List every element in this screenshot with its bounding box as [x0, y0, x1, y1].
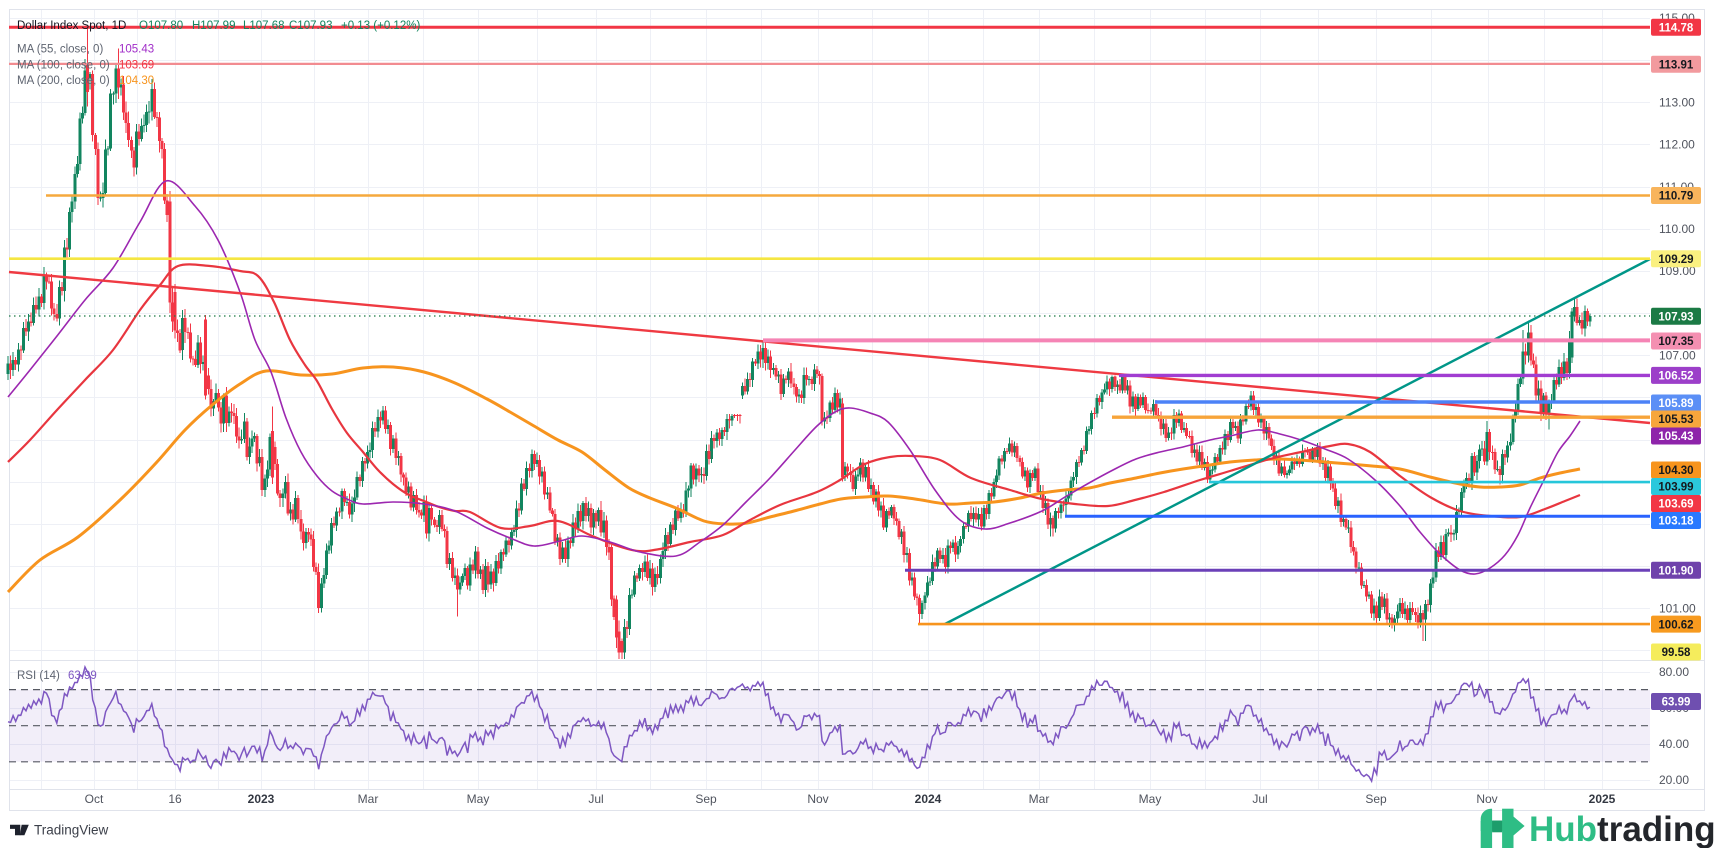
svg-text:L107.68: L107.68	[243, 20, 285, 32]
svg-text:103.18: 103.18	[1658, 516, 1694, 528]
svg-text:101.90: 101.90	[1658, 565, 1693, 577]
svg-text:80.00: 80.00	[1659, 665, 1689, 679]
svg-text:Nov: Nov	[1476, 792, 1497, 806]
svg-text:105.53: 105.53	[1658, 414, 1693, 426]
svg-text:Oct: Oct	[85, 792, 104, 806]
svg-text:MA (55, close, 0): MA (55, close, 0)	[17, 44, 103, 56]
svg-text:May: May	[467, 792, 490, 806]
svg-text:63.99: 63.99	[68, 670, 97, 682]
svg-text:Nov: Nov	[807, 792, 828, 806]
svg-text:105.89: 105.89	[1658, 398, 1693, 410]
svg-text:20.00: 20.00	[1659, 773, 1689, 787]
svg-text:MA (100, close, 0): MA (100, close, 0)	[17, 59, 110, 71]
svg-text:106.52: 106.52	[1658, 371, 1693, 383]
svg-text:103.99: 103.99	[1658, 482, 1693, 494]
svg-text:104.30: 104.30	[119, 75, 154, 87]
svg-text:99.58: 99.58	[1662, 647, 1691, 659]
svg-text:107.00: 107.00	[1659, 348, 1696, 362]
svg-text:105.43: 105.43	[1658, 431, 1693, 443]
svg-text:2023: 2023	[248, 792, 275, 806]
svg-text:113.00: 113.00	[1659, 96, 1695, 110]
svg-text:107.93: 107.93	[1658, 312, 1693, 324]
svg-text:103.69: 103.69	[119, 59, 154, 71]
svg-text:TradingView: TradingView	[34, 823, 109, 838]
svg-text:107.35: 107.35	[1658, 336, 1694, 348]
svg-text:109.29: 109.29	[1658, 254, 1693, 266]
svg-text:Sep: Sep	[1365, 792, 1387, 806]
svg-text:109.00: 109.00	[1659, 264, 1696, 278]
svg-text:Mar: Mar	[1029, 792, 1050, 806]
svg-text:RSI (14): RSI (14)	[17, 670, 60, 682]
svg-text:103.69: 103.69	[1658, 499, 1693, 511]
svg-text:May: May	[1139, 792, 1162, 806]
svg-text:63.99: 63.99	[1662, 697, 1691, 709]
svg-text:Jul: Jul	[588, 792, 603, 806]
svg-text:110.79: 110.79	[1659, 191, 1694, 203]
svg-text:16: 16	[168, 792, 182, 806]
svg-text:2025: 2025	[1589, 792, 1616, 806]
svg-text:MA (200, close, 0): MA (200, close, 0)	[17, 75, 110, 87]
svg-text:104.30: 104.30	[1658, 465, 1693, 477]
svg-text:113.91: 113.91	[1659, 59, 1694, 71]
svg-text:105.43: 105.43	[119, 44, 154, 56]
svg-text:100.62: 100.62	[1658, 619, 1693, 631]
svg-text:Sep: Sep	[695, 792, 717, 806]
svg-text:Jul: Jul	[1252, 792, 1267, 806]
svg-text:110.00: 110.00	[1659, 222, 1695, 236]
svg-text:40.00: 40.00	[1659, 737, 1689, 751]
svg-text:H107.99: H107.99	[192, 20, 235, 32]
svg-text:2024: 2024	[915, 792, 942, 806]
svg-text:Hubtrading: Hubtrading	[1529, 810, 1715, 848]
svg-text:101.00: 101.00	[1659, 601, 1696, 615]
svg-text:Mar: Mar	[358, 792, 379, 806]
svg-text:C107.93: C107.93	[289, 20, 332, 32]
svg-text:Dollar Index Spot, 1D: Dollar Index Spot, 1D	[17, 20, 126, 32]
svg-text:+0.13 (+0.12%): +0.13 (+0.12%)	[341, 20, 420, 32]
svg-text:O107.80: O107.80	[139, 20, 183, 32]
svg-text:112.00: 112.00	[1659, 138, 1695, 152]
svg-text:114.78: 114.78	[1659, 23, 1694, 35]
